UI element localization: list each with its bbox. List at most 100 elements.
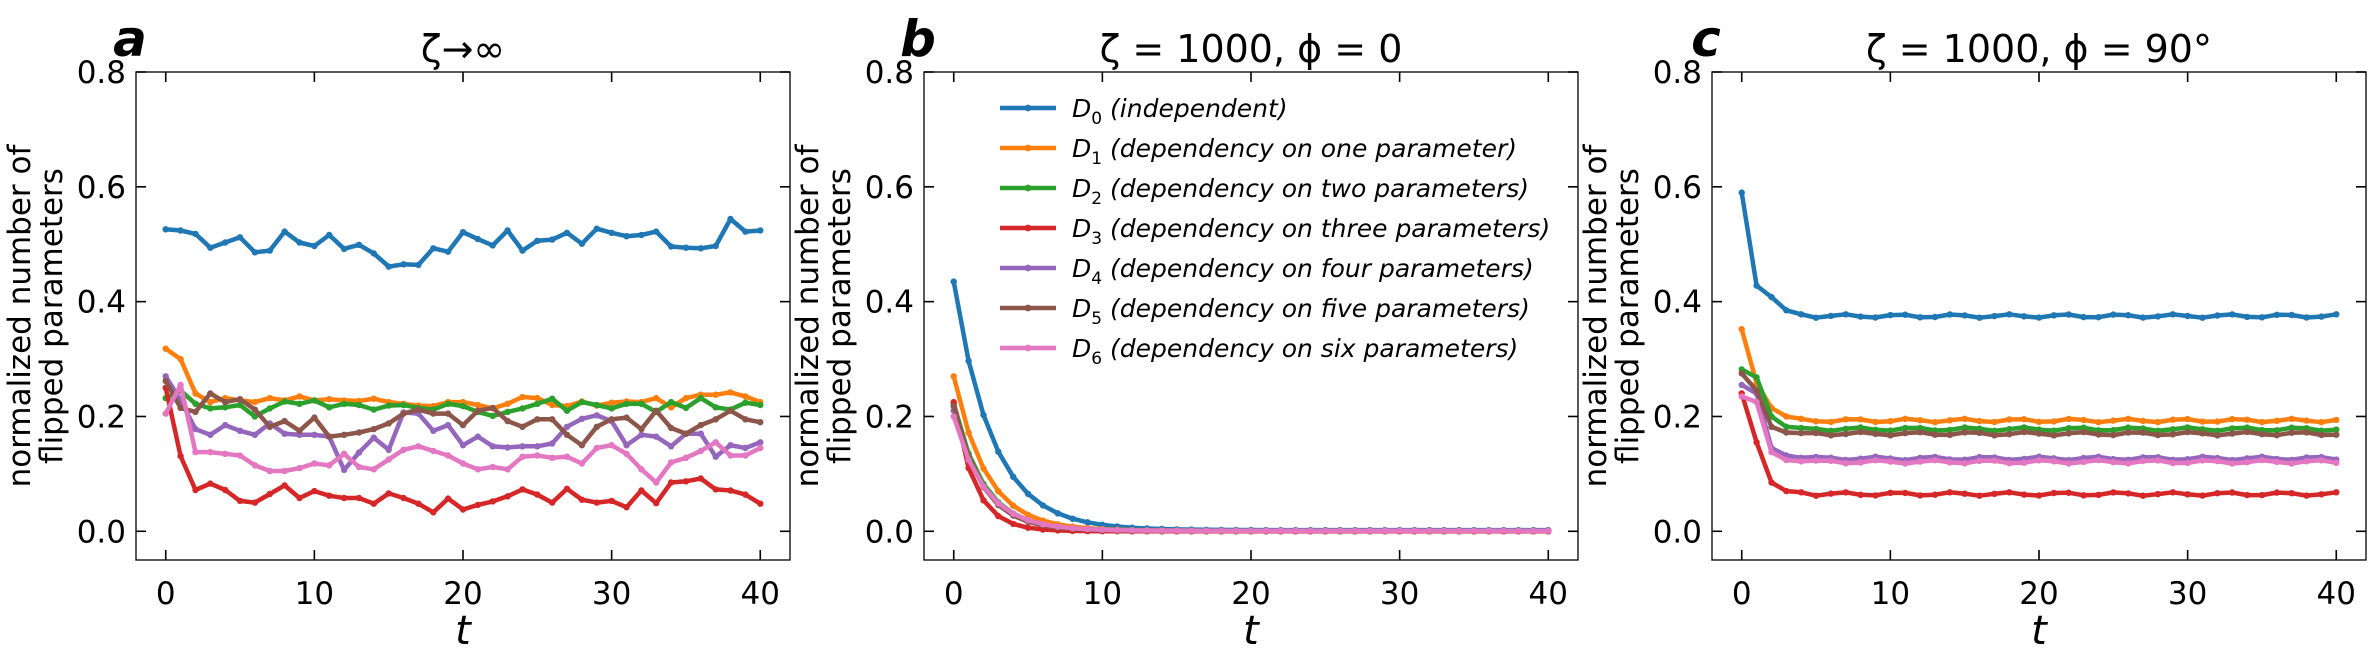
data-point-D5 [1961, 429, 1968, 436]
data-point-D1 [2288, 415, 2295, 422]
data-point-D5 [489, 404, 496, 412]
data-point-D6 [2050, 458, 2058, 465]
data-point-D4 [1738, 381, 1745, 389]
data-point-D3 [697, 475, 704, 482]
data-point-D6 [1798, 458, 1805, 465]
data-point-D5 [2169, 431, 2176, 438]
x-tick-label: 40 [2317, 576, 2356, 612]
data-point-D6 [2006, 460, 2013, 467]
data-point-D5 [236, 396, 244, 403]
data-point-D1 [682, 394, 690, 402]
data-point-D1 [1872, 418, 1879, 426]
data-point-D6 [266, 467, 273, 475]
data-point-D3 [2154, 490, 2162, 498]
data-point-D6 [1530, 527, 1537, 534]
data-point-D5 [474, 407, 482, 414]
data-point-D0 [177, 227, 184, 234]
data-point-D6 [1232, 527, 1240, 534]
data-point-D5 [2139, 429, 2147, 436]
data-point-D0 [2273, 311, 2280, 318]
data-point-D5 [355, 429, 363, 436]
data-point-D6 [2139, 457, 2147, 465]
data-point-D2 [385, 402, 392, 409]
data-point-D1 [474, 401, 482, 409]
data-point-D6 [1218, 527, 1225, 534]
data-point-D6 [623, 450, 630, 457]
data-point-D0 [682, 244, 690, 251]
data-point-D4 [281, 430, 288, 437]
data-point-D0 [340, 245, 348, 252]
data-point-D6 [1545, 527, 1552, 534]
data-point-D6 [2243, 459, 2251, 466]
data-point-D5 [311, 414, 318, 421]
data-point-D6 [162, 410, 169, 417]
data-point-D3 [563, 485, 571, 492]
data-point-D1 [1857, 416, 1864, 423]
data-point-D2 [1887, 427, 1894, 434]
x-tick-label: 10 [1083, 576, 1122, 612]
series-line-D3 [1739, 392, 2337, 498]
data-point-D0 [2333, 311, 2340, 318]
data-point-D5 [2065, 430, 2072, 437]
data-point-D3 [474, 501, 482, 509]
data-point-D2 [444, 400, 452, 407]
data-point-D3 [2199, 492, 2206, 499]
data-point-D2 [534, 400, 541, 407]
data-point-D6 [370, 466, 377, 473]
data-point-D0 [995, 448, 1002, 455]
y-tick-label: 0.2 [77, 399, 126, 435]
data-point-D2 [1961, 424, 1968, 431]
data-point-D2 [638, 400, 645, 407]
legend-marker-D1 [1024, 144, 1032, 152]
legend-entry-D1: D1 (dependency on one parameter) [1072, 134, 1517, 169]
data-point-D2 [1783, 423, 1790, 430]
data-point-D0 [549, 236, 556, 243]
data-point-D6 [593, 444, 600, 452]
data-point-D6 [2199, 457, 2206, 464]
data-point-D3 [489, 498, 496, 505]
data-point-D1 [1783, 413, 1790, 420]
data-point-D3 [2080, 492, 2087, 499]
panel-a: 0 10 20 30 40 0.0 0.2 0.4 0.6 0.8 t normalized numb… [2, 10, 791, 648]
data-point-D1 [162, 345, 169, 352]
data-point-D3 [236, 497, 244, 505]
data-point-D6 [2229, 460, 2236, 467]
data-point-D5 [519, 423, 526, 430]
data-point-D4 [355, 449, 363, 456]
data-point-D2 [2169, 426, 2176, 433]
data-point-D6 [459, 460, 467, 467]
data-point-D6 [2273, 458, 2280, 466]
data-point-D2 [2125, 424, 2132, 431]
data-point-D6 [2318, 457, 2325, 464]
data-point-D0 [2035, 314, 2043, 321]
data-point-D6 [207, 448, 214, 456]
series-line-D5 [951, 405, 1549, 533]
data-point-D5 [2258, 431, 2266, 438]
data-point-D6 [742, 452, 749, 459]
data-point-D5 [682, 430, 690, 437]
data-point-D0 [712, 242, 719, 250]
data-point-D6 [519, 453, 526, 460]
data-point-D1 [1738, 326, 1745, 333]
data-point-D3 [608, 497, 615, 505]
y-tick-label: 0.8 [1653, 55, 1702, 91]
data-point-D0 [192, 230, 199, 238]
data-point-D2 [459, 402, 467, 410]
data-point-D5 [950, 402, 957, 410]
data-point-D6 [177, 381, 184, 389]
data-point-D1 [1827, 418, 1835, 426]
data-point-D5 [370, 425, 377, 433]
data-point-D1 [965, 429, 972, 436]
data-point-D5 [430, 410, 437, 417]
data-point-D6 [2154, 457, 2162, 464]
data-point-D3 [2229, 489, 2236, 496]
data-point-D5 [1916, 429, 1924, 436]
data-point-D5 [2288, 429, 2295, 436]
data-point-D0 [667, 243, 675, 250]
data-point-D3 [2214, 490, 2221, 497]
x-tick-label: 20 [2019, 576, 2058, 612]
legend-entry-D4: D4 (dependency on four parameters) [1072, 254, 1534, 289]
data-point-D0 [1872, 314, 1879, 321]
data-point-D4 [534, 443, 541, 450]
data-point-D1 [1976, 417, 1983, 425]
